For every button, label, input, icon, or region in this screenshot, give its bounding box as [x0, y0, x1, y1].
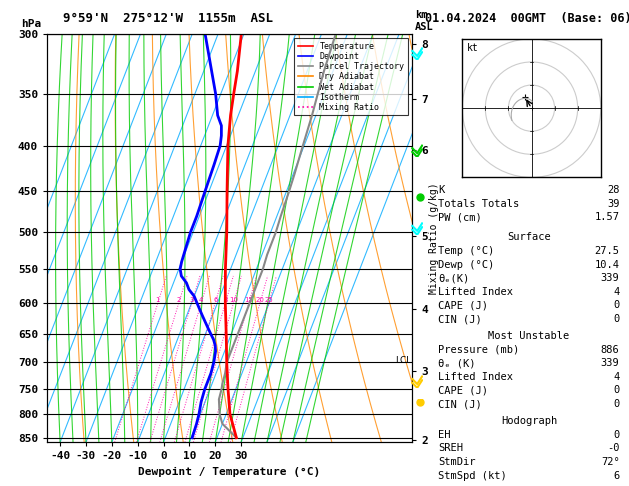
Text: 20: 20: [255, 297, 264, 303]
Text: 0: 0: [613, 399, 620, 409]
Text: 4: 4: [199, 297, 204, 303]
Text: 339: 339: [601, 273, 620, 283]
Text: Dewp (°C): Dewp (°C): [438, 260, 494, 270]
Text: 4: 4: [613, 287, 620, 297]
Text: Temp (°C): Temp (°C): [438, 246, 494, 256]
Text: Lifted Index: Lifted Index: [438, 372, 513, 382]
Text: Surface: Surface: [507, 232, 551, 243]
Text: K: K: [438, 185, 445, 195]
Text: 886: 886: [601, 345, 620, 355]
Text: 1.57: 1.57: [594, 212, 620, 223]
Text: 15: 15: [245, 297, 253, 303]
Text: Mixing Ratio (g/kg): Mixing Ratio (g/kg): [429, 182, 439, 294]
Text: 27.5: 27.5: [594, 246, 620, 256]
Text: CIN (J): CIN (J): [438, 314, 482, 324]
Text: km
ASL: km ASL: [415, 10, 434, 32]
Text: Hodograph: Hodograph: [501, 416, 557, 426]
Text: 0: 0: [613, 300, 620, 311]
Text: 6: 6: [613, 470, 620, 481]
Legend: Temperature, Dewpoint, Parcel Trajectory, Dry Adiabat, Wet Adiabat, Isotherm, Mi: Temperature, Dewpoint, Parcel Trajectory…: [294, 38, 408, 115]
Text: SREH: SREH: [438, 443, 464, 453]
Text: 0: 0: [613, 430, 620, 440]
Text: CAPE (J): CAPE (J): [438, 300, 488, 311]
Text: 8: 8: [223, 297, 228, 303]
Text: 10.4: 10.4: [594, 260, 620, 270]
Text: 4: 4: [613, 372, 620, 382]
Text: 1: 1: [155, 297, 160, 303]
Text: CIN (J): CIN (J): [438, 399, 482, 409]
Text: 6: 6: [213, 297, 218, 303]
Text: 10: 10: [229, 297, 238, 303]
Text: Pressure (mb): Pressure (mb): [438, 345, 520, 355]
Text: Most Unstable: Most Unstable: [488, 331, 570, 341]
Text: 0: 0: [613, 314, 620, 324]
Text: hPa: hPa: [21, 19, 41, 29]
Text: EH: EH: [438, 430, 451, 440]
Text: 28: 28: [607, 185, 620, 195]
Text: Lifted Index: Lifted Index: [438, 287, 513, 297]
Text: LCL: LCL: [395, 356, 411, 365]
Text: 9°59'N  275°12'W  1155m  ASL: 9°59'N 275°12'W 1155m ASL: [63, 12, 273, 25]
Text: 0: 0: [613, 385, 620, 396]
Text: -0: -0: [607, 443, 620, 453]
X-axis label: Dewpoint / Temperature (°C): Dewpoint / Temperature (°C): [138, 467, 321, 477]
Text: θₑ (K): θₑ (K): [438, 358, 476, 368]
Text: kt: kt: [467, 43, 478, 53]
Text: 25: 25: [265, 297, 273, 303]
Text: PW (cm): PW (cm): [438, 212, 482, 223]
Text: 72°: 72°: [601, 457, 620, 467]
Text: 01.04.2024  00GMT  (Base: 06): 01.04.2024 00GMT (Base: 06): [425, 12, 629, 25]
Text: 339: 339: [601, 358, 620, 368]
Text: θₑ(K): θₑ(K): [438, 273, 470, 283]
Text: 3: 3: [189, 297, 194, 303]
Text: Totals Totals: Totals Totals: [438, 199, 520, 209]
Text: 2: 2: [177, 297, 181, 303]
Text: CAPE (J): CAPE (J): [438, 385, 488, 396]
Text: 39: 39: [607, 199, 620, 209]
Text: StmSpd (kt): StmSpd (kt): [438, 470, 507, 481]
Text: StmDir: StmDir: [438, 457, 476, 467]
